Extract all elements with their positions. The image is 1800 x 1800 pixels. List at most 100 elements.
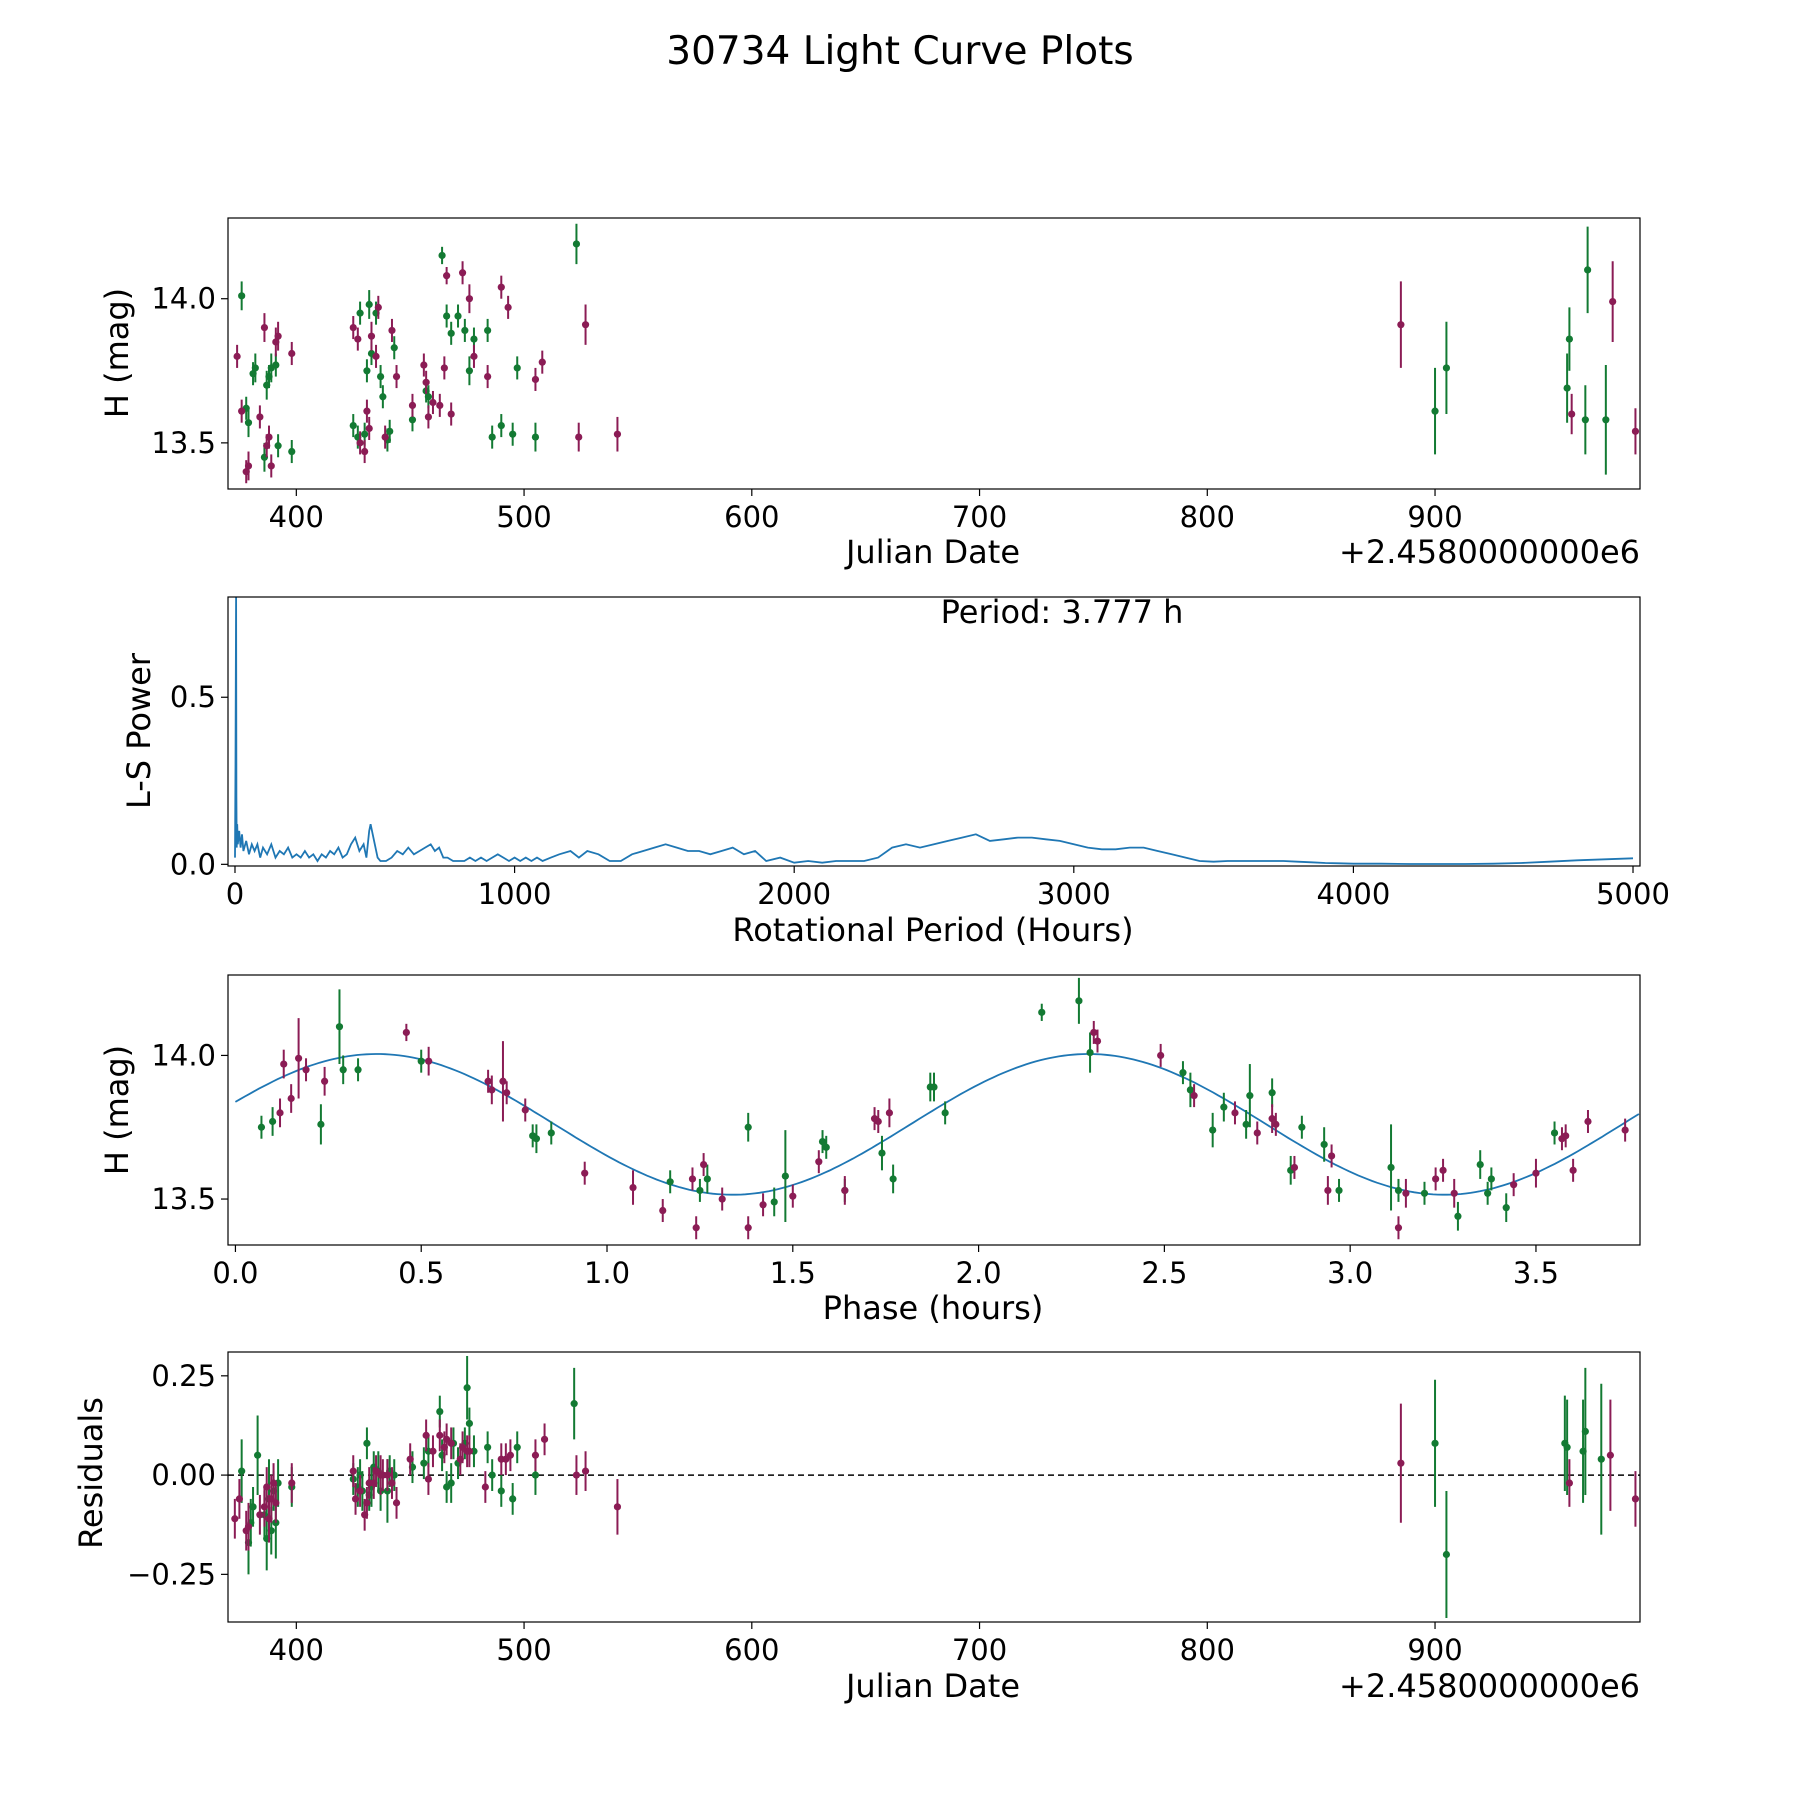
data-point-r [581, 1467, 590, 1475]
x-tick-label: 600 [724, 1633, 779, 1667]
data-point-g [349, 421, 357, 430]
phased-y-axis: 13.5 14.0 [151, 1038, 228, 1216]
data-point-g [1320, 1140, 1328, 1149]
data-point-r [488, 1086, 496, 1094]
data-point-g [1563, 1443, 1571, 1451]
data-point-r [244, 1523, 253, 1531]
data-point-g [1584, 266, 1592, 274]
data-point-g [513, 1443, 521, 1451]
data-point-r [1510, 1181, 1518, 1189]
data-point-r [465, 1447, 474, 1455]
data-point-r [1569, 1166, 1577, 1174]
data-point-r [367, 332, 376, 340]
data-point-g [424, 393, 433, 401]
data-point-r [280, 1060, 288, 1068]
data-point-r [1090, 1028, 1098, 1037]
data-point-g [696, 1186, 704, 1195]
phased-panel: 0.0 0.5 1.0 1.5 2.0 2.5 3.0 3.5 13.5 14.0 Phase … [98, 974, 1641, 1327]
data-point-g [335, 1023, 344, 1031]
data-point-r [692, 1224, 700, 1232]
data-point-r [1402, 1189, 1410, 1197]
data-point-g [509, 1495, 517, 1503]
data-point-r [789, 1192, 797, 1200]
data-point-g [1476, 1160, 1484, 1169]
data-point-g [1335, 1186, 1343, 1195]
data-point-r [436, 1431, 444, 1439]
data-point-r [349, 323, 357, 332]
data-point-r [470, 352, 478, 360]
data-point-r [465, 295, 474, 303]
x-tick-label: 700 [952, 1633, 1007, 1667]
data-point-r [238, 407, 246, 415]
data-point-r [295, 1054, 303, 1062]
data-point-g [1550, 1129, 1559, 1137]
data-point-r [363, 1499, 371, 1507]
data-point-r [256, 413, 264, 421]
data-point-g [941, 1109, 949, 1117]
data-point-g [1394, 1186, 1403, 1195]
data-point-r [540, 1435, 549, 1443]
data-point-g [572, 240, 581, 248]
data-point-r [361, 447, 369, 456]
lightcurve-x-offset: +2.4580000000e6 [1339, 533, 1640, 571]
data-point-g [1484, 1189, 1492, 1197]
data-point-g [244, 419, 253, 427]
data-point-g [781, 1172, 789, 1180]
periodogram-y-axis: 0.0 0.5 [170, 680, 228, 881]
data-point-g [317, 1120, 325, 1128]
data-point-r [1231, 1109, 1239, 1117]
data-point-r [613, 430, 622, 438]
data-point-g [1086, 1048, 1094, 1057]
data-point-r [1290, 1163, 1299, 1172]
data-point-g [770, 1198, 778, 1206]
data-point-g [465, 367, 474, 375]
x-tick-label: 400 [269, 1633, 324, 1667]
x-tick-label: 900 [1407, 1633, 1462, 1667]
figure-title: 30734 Light Curve Plots [666, 29, 1133, 74]
lightcurve-plot-area [233, 223, 1640, 484]
data-point-r [1327, 1152, 1336, 1160]
x-tick-label: 3.5 [1513, 1256, 1559, 1290]
data-point-g [1420, 1189, 1429, 1197]
data-point-g [408, 416, 417, 424]
data-point-g [251, 364, 259, 372]
data-point-r [575, 433, 583, 441]
x-tick-label: 900 [1407, 500, 1462, 534]
x-tick-label: 3.0 [1327, 1256, 1373, 1290]
data-point-g [1442, 364, 1451, 372]
data-point-g [447, 329, 455, 337]
data-point-r [356, 1487, 364, 1495]
data-point-r [372, 352, 380, 360]
data-point-r [424, 413, 433, 421]
periodogram-panel: 0 1000 2000 3000 4000 5000 0.0 0.5 Period: 3.7… [120, 593, 1670, 949]
data-point-r [531, 1451, 540, 1459]
data-point-r [1268, 1115, 1276, 1123]
data-point-g [1179, 1069, 1187, 1077]
data-point-g [1442, 1550, 1451, 1559]
data-point-g [878, 1149, 886, 1157]
periodogram-x-axis: 0 1000 2000 3000 4000 5000 [226, 866, 1670, 911]
data-point-g [484, 1443, 492, 1451]
data-point-r [443, 272, 451, 280]
data-point-g [417, 1057, 425, 1065]
data-point-r [1157, 1051, 1165, 1060]
data-point-g [257, 1123, 266, 1131]
lightcurve-panel: 400 500 600 700 800 900 13.514.0 Julian Date … [98, 217, 1641, 571]
data-point-r [1432, 1175, 1440, 1183]
data-point-r [700, 1160, 708, 1169]
data-point-r [420, 361, 428, 369]
y-tick-label: 14.0 [151, 1038, 216, 1072]
residuals-frame [227, 1351, 1641, 1623]
data-point-r [302, 1066, 310, 1074]
x-tick-label: 1000 [478, 877, 552, 911]
data-point-g [1487, 1175, 1495, 1183]
data-point-r [1394, 1224, 1403, 1232]
data-point-g [509, 430, 517, 438]
data-point-g [1563, 384, 1571, 392]
data-point-r [1190, 1092, 1198, 1100]
residuals-x-axis: 400 500 600 700 800 900 [269, 1622, 1463, 1667]
data-point-r [759, 1201, 767, 1209]
data-point-g [354, 1066, 362, 1074]
data-point-g [744, 1123, 752, 1131]
